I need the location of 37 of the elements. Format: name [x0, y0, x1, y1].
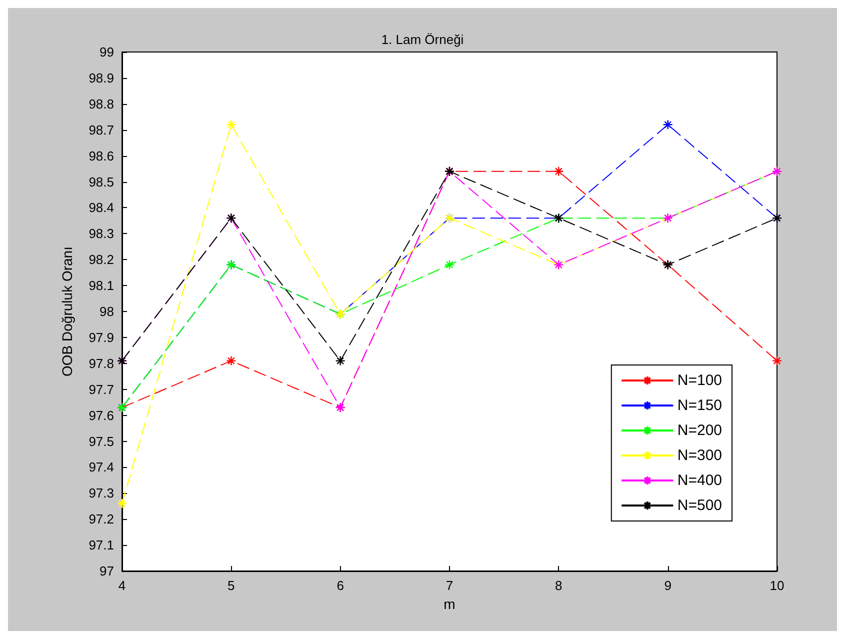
y-tick-label: 97.9 [88, 330, 114, 345]
legend-label: N=500 [677, 497, 722, 514]
y-tick-label: 99 [100, 44, 114, 60]
y-tick-label: 97.7 [88, 382, 114, 397]
x-tick-label: 8 [555, 578, 562, 593]
y-tick-label: 97.4 [88, 460, 114, 475]
y-tick-label: 97.5 [88, 434, 114, 449]
y-tick-label: 97.2 [88, 512, 114, 527]
y-tick-label: 98.4 [88, 200, 114, 216]
legend-label: N=200 [677, 422, 722, 439]
legend-label: N=150 [677, 397, 722, 414]
y-tick-label: 98.2 [88, 252, 114, 268]
legend-label: N=400 [677, 472, 722, 489]
x-tick-label: 5 [228, 578, 235, 593]
y-tick-label: 98.1 [88, 278, 114, 294]
y-tick-label: 98.9 [88, 70, 114, 86]
y-tick-label: 98.3 [88, 226, 114, 242]
y-tick-label: 98.6 [88, 148, 114, 164]
y-tick-label: 98.7 [88, 122, 114, 138]
legend-label: N=100 [677, 372, 722, 389]
y-tick-label: 98 [100, 304, 114, 319]
chart-title: 1. Lam Örneği [381, 32, 464, 47]
y-tick-label: 97.8 [88, 356, 114, 371]
legend-label: N=300 [677, 447, 722, 464]
y-tick-label: 98.5 [88, 174, 114, 190]
y-tick-label: 98.8 [88, 96, 114, 112]
x-tick-label: 10 [770, 578, 784, 593]
x-tick-label: 9 [664, 578, 672, 593]
y-axis-title: OOB Doğruluk Oranı [59, 246, 75, 376]
y-tick-label: 97 [100, 564, 114, 578]
y-tick-label: 97.3 [88, 486, 114, 501]
x-tick-label: 4 [118, 578, 126, 593]
y-tick-label: 97.1 [88, 538, 114, 553]
x-axis-title: m [444, 596, 456, 612]
x-tick-label: 7 [446, 578, 454, 593]
y-tick-label: 97.6 [88, 408, 114, 423]
x-tick-label: 6 [336, 578, 344, 593]
